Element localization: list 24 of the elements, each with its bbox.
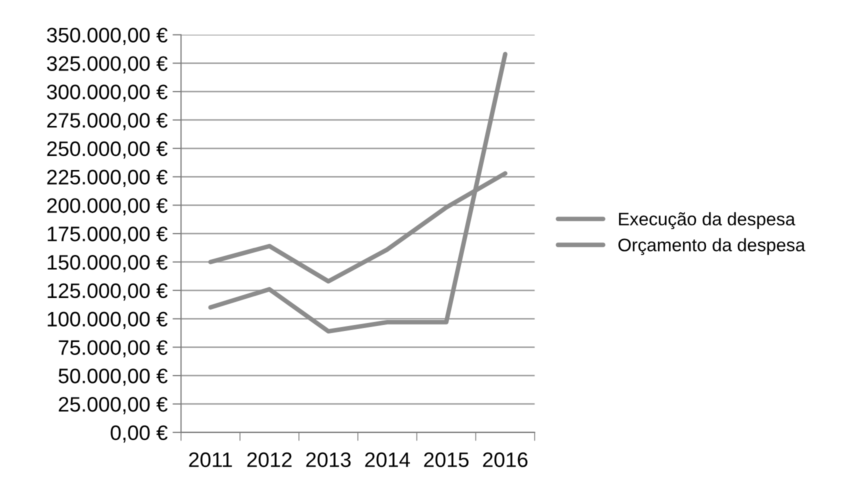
- y-tick-label: 225.000,00 €: [47, 170, 168, 188]
- y-tick-label: 0,00 €: [110, 425, 168, 443]
- y-tick-label: 275.000,00 €: [47, 112, 168, 130]
- x-tick-label: 2012: [247, 452, 292, 468]
- y-tick-label: 150.000,00 €: [48, 254, 168, 272]
- x-tick-label: 2015: [424, 452, 469, 468]
- x-tick-label: 2011: [189, 452, 232, 468]
- y-tick-label: 325.000,00 €: [47, 56, 168, 74]
- y-tick-label: 25.000,00 €: [58, 396, 168, 414]
- legend-label: Orçamento da despesa: [618, 238, 806, 256]
- y-tick-label: 250.000,00 €: [47, 141, 168, 159]
- y-tick-label: 125.000,00 €: [48, 283, 168, 301]
- y-tick-label: 75.000,00 €: [58, 340, 168, 358]
- y-tick-label: 100.000,00 €: [48, 312, 168, 330]
- y-tick-label: 50.000,00 €: [58, 368, 168, 386]
- y-tick-label: 350.000,00 €: [47, 28, 168, 46]
- y-tick-label: 200.000,00 €: [47, 198, 168, 216]
- y-tick-label: 175.000,00 €: [48, 226, 168, 244]
- legend-label: Execução da despesa: [619, 212, 796, 230]
- y-tick-label: 300.000,00 €: [47, 84, 168, 102]
- x-tick-label: 2014: [365, 452, 410, 468]
- x-tick-label: 2013: [306, 452, 351, 468]
- line-series: [208, 52, 508, 334]
- x-tick-label: 2016: [483, 452, 528, 468]
